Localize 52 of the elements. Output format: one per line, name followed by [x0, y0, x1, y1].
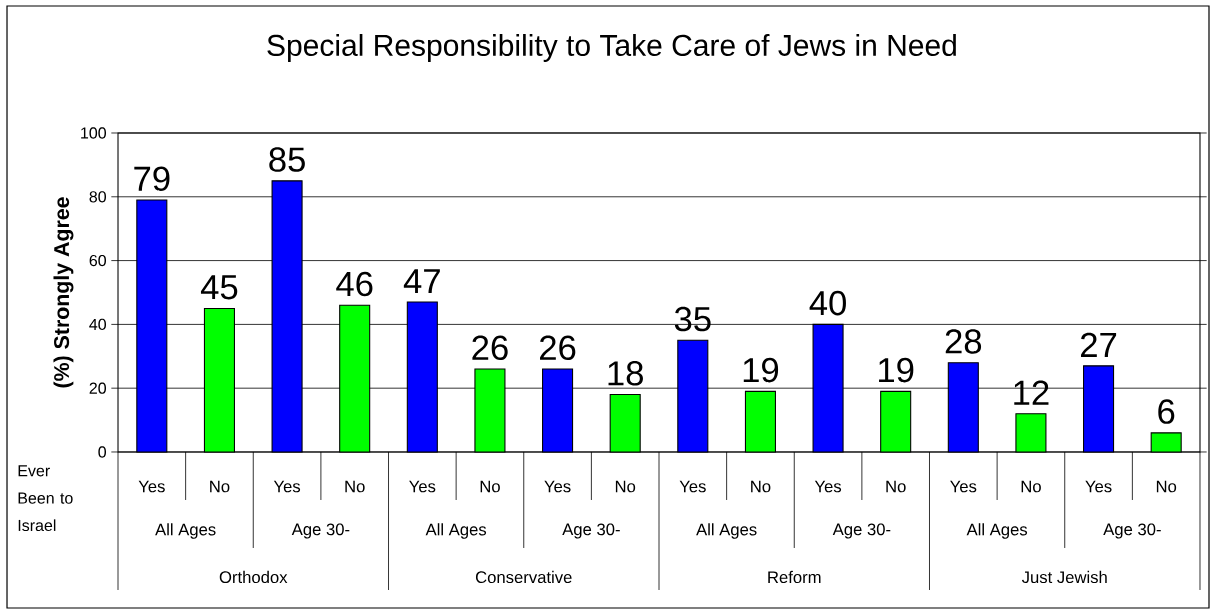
text: Age 30-: [291, 523, 350, 539]
y-tick-label: 60: [89, 254, 107, 267]
data-label: 18: [608, 361, 643, 386]
data-label: 79: [134, 166, 170, 191]
y-axis-title: (%) Strongly Agree: [53, 197, 74, 388]
x-tick-label: Yes: [1085, 480, 1112, 493]
data-label: 26: [540, 335, 576, 361]
x-tick-label: Yes: [950, 480, 977, 493]
text: Reform: [768, 570, 821, 584]
x-tick-label: No: [210, 480, 230, 493]
data-label: 27: [1081, 332, 1117, 357]
x-tick-label: No: [1156, 480, 1177, 493]
x-tick-label: Yes: [814, 480, 842, 493]
data-label: 26: [472, 335, 508, 361]
data-label: 85: [269, 147, 305, 172]
text: Orthodox: [219, 570, 288, 584]
text: Age 30-: [1103, 523, 1161, 539]
data-label: 45: [200, 275, 238, 300]
x-tick-label: No: [751, 480, 771, 493]
chart-title: Special Responsibility to Take Care of Jews in Need: [267, 34, 956, 62]
y-tick-label: 100: [81, 127, 107, 139]
y-tick-label: 80: [89, 191, 107, 203]
x-tick-label: Yes: [679, 480, 706, 493]
data-label: 19: [743, 357, 779, 383]
x-tick-label: Yes: [409, 480, 436, 493]
data-label: 47: [403, 269, 440, 294]
data-label: 19: [879, 357, 914, 383]
x-tick-label: No: [615, 480, 636, 493]
y-tick-label: 20: [89, 382, 107, 394]
text: Age 30-: [832, 523, 891, 539]
text: Conservative: [475, 570, 572, 584]
x-tick-label: No: [886, 480, 906, 493]
data-label: 12: [1014, 380, 1049, 405]
text: Just Jewish: [1021, 570, 1107, 584]
data-label: 6: [1158, 399, 1175, 424]
x-axis-title: Ever Been to Israel: [18, 465, 73, 532]
text: All Ages: [155, 523, 216, 539]
data-label: 28: [945, 329, 982, 354]
y-tick-label: 0: [98, 446, 107, 458]
x-tick-label: Yes: [273, 480, 301, 493]
x-tick-label: No: [480, 480, 500, 493]
text: Age 30-: [562, 523, 620, 539]
x-tick-label: No: [1021, 480, 1041, 493]
text: All Ages: [425, 523, 487, 539]
data-label: 46: [336, 271, 373, 297]
y-tick-label: 40: [89, 318, 107, 331]
text: All Ages: [966, 523, 1028, 539]
text: All Ages: [696, 523, 757, 539]
x-tick-label: Yes: [544, 480, 571, 493]
x-tick-label: Yes: [138, 480, 165, 493]
data-label: 40: [809, 290, 846, 316]
x-tick-label: No: [345, 480, 365, 493]
